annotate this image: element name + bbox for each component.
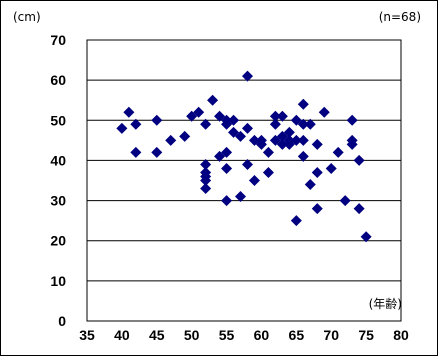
data-point — [325, 162, 337, 174]
data-point — [248, 134, 260, 146]
data-point — [123, 106, 135, 118]
data-point — [297, 98, 309, 110]
data-point — [130, 146, 142, 158]
data-point — [207, 94, 219, 106]
data-point — [200, 158, 212, 170]
x-tick-label: 65 — [289, 327, 305, 343]
y-tick-label: 60 — [50, 72, 66, 88]
data-point — [311, 166, 323, 178]
data-point — [269, 110, 281, 122]
data-point — [339, 195, 351, 207]
y-tick-label: 30 — [50, 193, 66, 209]
data-point — [235, 130, 247, 142]
data-point — [228, 114, 240, 126]
data-point — [304, 118, 316, 130]
gridlines — [87, 79, 401, 282]
y-unit-label: (cm) — [13, 10, 41, 24]
data-point — [130, 118, 142, 130]
x-tick-label: 45 — [149, 327, 165, 343]
x-tick-label: 70 — [323, 327, 339, 343]
data-point — [179, 130, 191, 142]
data-point — [241, 70, 253, 82]
data-point — [200, 118, 212, 130]
y-tick-label: 0 — [58, 313, 66, 329]
data-point — [360, 231, 372, 243]
data-point — [297, 118, 309, 130]
data-point — [193, 106, 205, 118]
y-tick-label: 20 — [50, 233, 66, 249]
y-tick-label: 70 — [50, 32, 66, 48]
data-point — [353, 154, 365, 166]
x-tick-label: 60 — [254, 327, 270, 343]
data-point — [248, 175, 260, 186]
data-point — [311, 203, 323, 215]
data-point — [262, 146, 274, 158]
plot-area — [86, 39, 402, 322]
sample-size-label: (n=68) — [379, 10, 421, 24]
data-point — [297, 134, 309, 146]
y-tick-label: 10 — [50, 273, 66, 289]
data-point — [200, 183, 212, 195]
data-point — [200, 175, 212, 186]
y-tick-labels: 0 10 20 30 40 50 60 70 — [50, 32, 66, 329]
data-point — [318, 106, 330, 118]
data-point — [297, 150, 309, 162]
data-point — [332, 146, 344, 158]
data-point — [235, 191, 247, 203]
data-point — [221, 195, 233, 207]
x-tick-label: 40 — [114, 327, 130, 343]
data-point — [241, 158, 253, 170]
data-point — [116, 122, 128, 134]
data-point — [346, 138, 358, 150]
y-tick-label: 40 — [50, 152, 66, 168]
data-point — [346, 114, 358, 126]
data-point — [221, 146, 233, 158]
data-point — [165, 134, 177, 146]
data-point — [353, 203, 365, 215]
data-point — [283, 126, 295, 138]
data-point — [255, 134, 267, 146]
x-tick-label: 75 — [358, 327, 374, 343]
x-tick-label: 80 — [393, 327, 409, 343]
data-point — [290, 215, 302, 227]
data-point — [241, 122, 253, 134]
x-tick-label: 35 — [79, 327, 95, 343]
x-unit-label: (年齢) — [369, 296, 402, 311]
x-tick-labels: 35 40 45 50 55 60 65 70 75 80 — [79, 327, 409, 343]
data-point — [304, 179, 316, 191]
data-points — [116, 70, 372, 243]
data-point — [221, 162, 233, 174]
data-point — [262, 166, 274, 178]
data-point — [151, 114, 163, 126]
x-tick-label: 55 — [219, 327, 235, 343]
data-point — [311, 138, 323, 150]
y-tick-label: 50 — [50, 112, 66, 128]
data-point — [276, 110, 288, 122]
data-point — [269, 118, 281, 130]
data-point — [151, 146, 163, 158]
x-tick-label: 50 — [184, 327, 200, 343]
data-point — [290, 134, 302, 146]
